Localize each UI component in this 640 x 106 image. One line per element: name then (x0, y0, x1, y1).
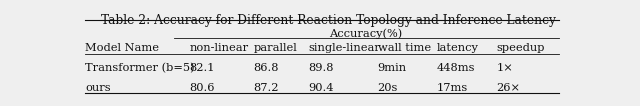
Text: speedup: speedup (497, 43, 545, 53)
Text: 82.1: 82.1 (189, 63, 214, 73)
Text: 90.4: 90.4 (308, 83, 333, 93)
Text: latency: latency (437, 43, 479, 53)
Text: 17ms: 17ms (437, 83, 468, 93)
Text: parallel: parallel (253, 43, 298, 53)
Text: wall time: wall time (378, 43, 431, 53)
Text: 1×: 1× (497, 63, 513, 73)
Text: 448ms: 448ms (437, 63, 476, 73)
Text: 89.8: 89.8 (308, 63, 333, 73)
Text: single-linear: single-linear (308, 43, 380, 53)
Text: Accuracy(%): Accuracy(%) (328, 28, 402, 39)
Text: Table 2: Accuracy for Different Reaction Topology and Inference Latency: Table 2: Accuracy for Different Reaction… (100, 14, 556, 27)
Text: 87.2: 87.2 (253, 83, 279, 93)
Text: 86.8: 86.8 (253, 63, 279, 73)
Text: ours: ours (85, 83, 111, 93)
Text: 80.6: 80.6 (189, 83, 214, 93)
Text: 9min: 9min (378, 63, 407, 73)
Text: 26×: 26× (497, 83, 521, 93)
Text: Model Name: Model Name (85, 43, 159, 53)
Text: Transformer (b=5): Transformer (b=5) (85, 63, 195, 74)
Text: 20s: 20s (378, 83, 398, 93)
Text: non-linear: non-linear (189, 43, 248, 53)
